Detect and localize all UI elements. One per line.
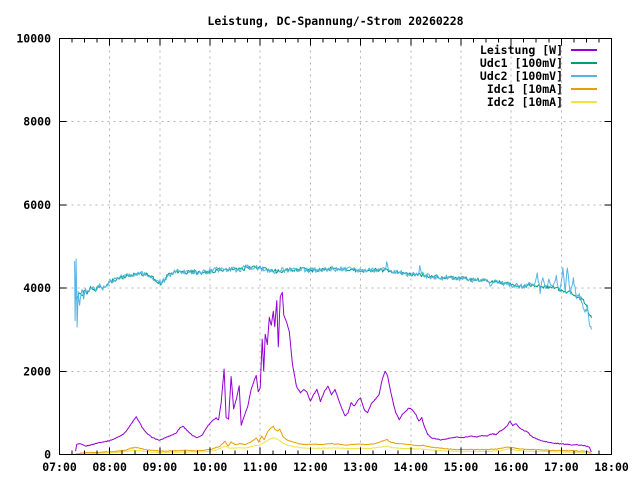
legend-entry: Udc2 [100mV]: [480, 69, 597, 83]
x-tick-label: 11:00: [243, 460, 278, 474]
legend-label: Idc1 [10mA]: [487, 82, 563, 96]
x-tick-label: 15:00: [444, 460, 479, 474]
y-tick-label: 4000: [23, 281, 51, 295]
y-tick-label: 10000: [16, 32, 51, 46]
x-tick-label: 10:00: [193, 460, 228, 474]
series-line-leistung: [75, 291, 592, 453]
y-tick-label: 6000: [23, 198, 51, 212]
series-line-idc1: [75, 425, 592, 455]
x-tick-label: 07:00: [42, 460, 77, 474]
y-tick-label: 8000: [23, 115, 51, 129]
legend-label: Udc2 [100mV]: [480, 69, 563, 83]
legend-entry: Udc1 [100mV]: [480, 56, 597, 70]
legend-label: Leistung [W]: [480, 43, 563, 57]
x-tick-label: 13:00: [343, 460, 378, 474]
series-line-udc2: [74, 258, 592, 330]
series-line-udc1: [74, 265, 592, 319]
x-tick-label: 14:00: [393, 460, 428, 474]
chart-axes: 07:00 08:00 09:00 10:00 11:00 12:00 13:00 14:00…: [16, 32, 629, 475]
x-tick-label: 09:00: [143, 460, 178, 474]
legend-entry: Leistung [W]: [480, 43, 597, 57]
legend-label: Idc2 [10mA]: [487, 95, 563, 109]
chart-grid: [59, 38, 612, 455]
x-tick-label: 08:00: [92, 460, 127, 474]
y-tick-label: 2000: [23, 364, 51, 378]
series-line-idc2: [75, 437, 592, 455]
x-tick-label: 17:00: [544, 460, 579, 474]
legend-entry: Idc1 [10mA]: [487, 82, 597, 96]
x-tick-label: 16:00: [494, 460, 529, 474]
chart-title: Leistung, DC-Spannung/-Strom 20260228: [207, 14, 463, 28]
chart-series: [74, 258, 592, 455]
x-tick-label: 18:00: [594, 460, 629, 474]
y-tick-label: 0: [44, 448, 51, 462]
legend-entry: Idc2 [10mA]: [487, 95, 597, 109]
x-tick-label: 12:00: [293, 460, 328, 474]
chart-legend: Leistung [W]Udc1 [100mV]Udc2 [100mV]Idc1…: [480, 43, 597, 109]
legend-label: Udc1 [100mV]: [480, 56, 563, 70]
